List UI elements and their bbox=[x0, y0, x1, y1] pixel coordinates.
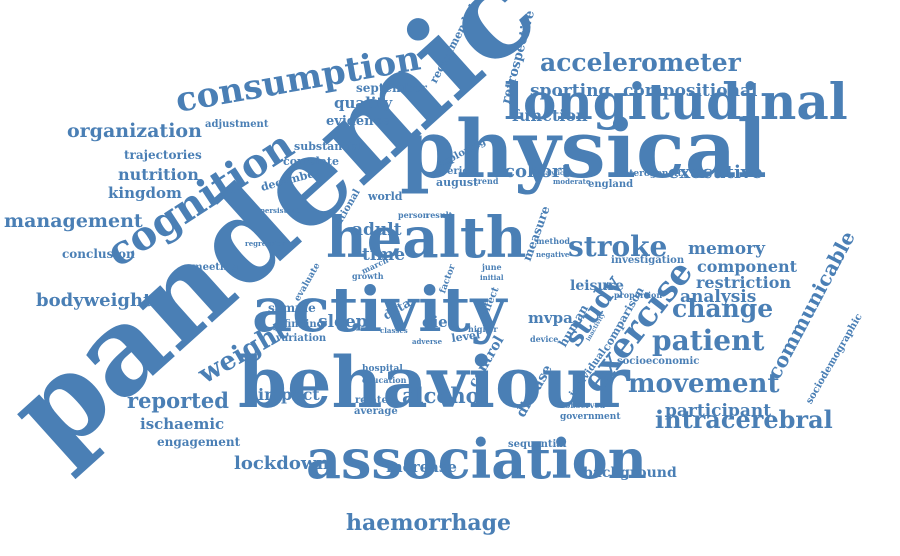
cloud-word-related: related bbox=[355, 394, 395, 406]
cloud-word-hospital: hospital bbox=[362, 363, 403, 374]
cloud-word-analysis: analysis bbox=[680, 287, 757, 308]
cloud-word-function: function bbox=[512, 105, 588, 125]
cloud-word-meeting: meeting bbox=[192, 261, 238, 273]
cloud-word-leisure: leisure bbox=[570, 277, 624, 294]
cloud-word-background: background bbox=[583, 464, 677, 481]
cloud-word-evidence: evidence bbox=[326, 114, 390, 130]
cloud-word-observed: observed bbox=[565, 400, 606, 411]
cloud-word-substantial: substantial bbox=[294, 139, 363, 153]
cloud-word-person: person bbox=[398, 210, 429, 221]
cloud-word-education: education bbox=[362, 375, 407, 386]
cloud-word-proportion: proportion bbox=[614, 290, 663, 301]
cloud-word-higher: higher bbox=[468, 324, 498, 335]
cloud-word-engagement: engagement bbox=[157, 435, 241, 450]
cloud-word-trajectories: trajectories bbox=[124, 148, 202, 163]
cloud-word-adjustment: adjustment bbox=[205, 118, 269, 130]
cloud-word-conclusion: conclusion bbox=[62, 247, 135, 262]
cloud-word-sporting: sporting bbox=[530, 81, 611, 102]
cloud-word-mvpa: mvpa bbox=[528, 308, 573, 327]
cloud-word-accelerometer: accelerometer bbox=[540, 47, 741, 77]
cloud-word-heterogeneity: heterogeneity bbox=[617, 168, 687, 179]
cloud-word-intracerebral: intracerebral bbox=[655, 405, 833, 435]
cloud-word-quality: quality bbox=[334, 93, 393, 112]
cloud-word-change: change bbox=[672, 293, 774, 323]
cloud-word-finding: finding bbox=[284, 318, 324, 330]
cloud-word-patient: patient bbox=[652, 324, 765, 358]
cloud-word-analytical: analytical bbox=[537, 170, 570, 178]
cloud-word-sample: sample bbox=[268, 301, 316, 316]
cloud-word-activity: activity bbox=[252, 273, 507, 347]
cloud-word-organization: organization bbox=[67, 120, 202, 143]
cloud-word-september: september bbox=[356, 81, 428, 96]
cloud-word-regression: regression bbox=[245, 239, 287, 249]
cloud-word-movement: movement bbox=[628, 368, 780, 399]
cloud-word-sequential: sequential bbox=[508, 438, 567, 450]
cloud-word-period: period bbox=[440, 165, 477, 177]
cloud-word-england: england bbox=[588, 178, 634, 190]
cloud-word-diet: diet bbox=[422, 312, 455, 331]
cloud-word-longitudinal: longitudinal bbox=[504, 72, 848, 131]
cloud-word-behaviour: behaviour bbox=[238, 340, 630, 424]
cloud-word-world: world bbox=[368, 189, 403, 203]
cloud-word-memory: memory bbox=[688, 239, 765, 260]
cloud-word-method: method bbox=[536, 236, 570, 247]
cloud-word-correlate: correlate bbox=[283, 154, 340, 168]
cloud-word-increase: increase bbox=[386, 457, 457, 476]
cloud-word-kingdom: kingdom bbox=[108, 183, 182, 202]
cloud-word-trend: trend bbox=[474, 176, 499, 187]
cloud-word-communicable: communicable bbox=[761, 226, 860, 383]
cloud-word-alcohol: alcohol bbox=[402, 382, 488, 408]
cloud-word-haemorrhage: haemorrhage bbox=[346, 509, 512, 536]
cloud-word-physical: physical bbox=[400, 102, 767, 197]
cloud-word-government: government bbox=[560, 411, 621, 422]
cloud-word-cohort: cohort bbox=[504, 161, 570, 183]
cloud-word-classes: classes bbox=[380, 326, 408, 336]
cloud-word-initial: initial bbox=[480, 273, 504, 283]
cloud-word-average: average bbox=[354, 405, 398, 417]
cloud-word-device: device bbox=[530, 334, 559, 345]
cloud-word-impact: impact bbox=[258, 384, 320, 404]
cloud-word-august: august bbox=[436, 175, 479, 189]
cloud-word-negative: negative bbox=[536, 250, 570, 260]
cloud-word-association: association bbox=[306, 426, 647, 491]
cloud-word-growth: growth bbox=[352, 271, 384, 282]
cloud-word-lockdown: lockdown bbox=[234, 453, 330, 475]
cloud-word-health: health bbox=[326, 205, 527, 272]
cloud-word-socioeconomic: socioeconomic bbox=[617, 355, 700, 367]
cloud-word-investigation: investigation bbox=[611, 254, 685, 266]
cloud-word-compositional: compositional bbox=[623, 81, 758, 102]
cloud-word-sleep: sleep bbox=[318, 312, 368, 333]
cloud-word-bodyweight: bodyweight bbox=[36, 290, 152, 312]
cloud-word-sociodemographic: sociodemographic bbox=[804, 311, 865, 406]
cloud-word-ischaemic: ischaemic bbox=[140, 414, 225, 433]
cloud-word-component: component bbox=[697, 256, 798, 276]
cloud-word-stroke: stroke bbox=[568, 230, 668, 264]
cloud-word-executive: executive bbox=[668, 162, 763, 184]
cloud-word-adverse: adverse bbox=[412, 337, 443, 347]
cloud-word-participant: participant bbox=[665, 401, 772, 422]
cloud-word-variation: variation bbox=[276, 332, 327, 344]
cloud-word-moderate: moderate bbox=[553, 177, 591, 187]
cloud-word-june: june bbox=[482, 262, 502, 273]
cloud-word-adult: adult bbox=[352, 220, 402, 241]
cloud-word-restriction: restriction bbox=[696, 272, 792, 292]
cloud-word-reported: reported bbox=[127, 387, 229, 413]
cloud-word-management: management bbox=[4, 210, 143, 233]
cloud-word-time: time bbox=[362, 245, 406, 266]
cloud-word-result: result bbox=[426, 210, 453, 221]
cloud-word-nutrition: nutrition bbox=[118, 164, 199, 184]
cloud-word-persistent: persistent bbox=[260, 206, 300, 216]
